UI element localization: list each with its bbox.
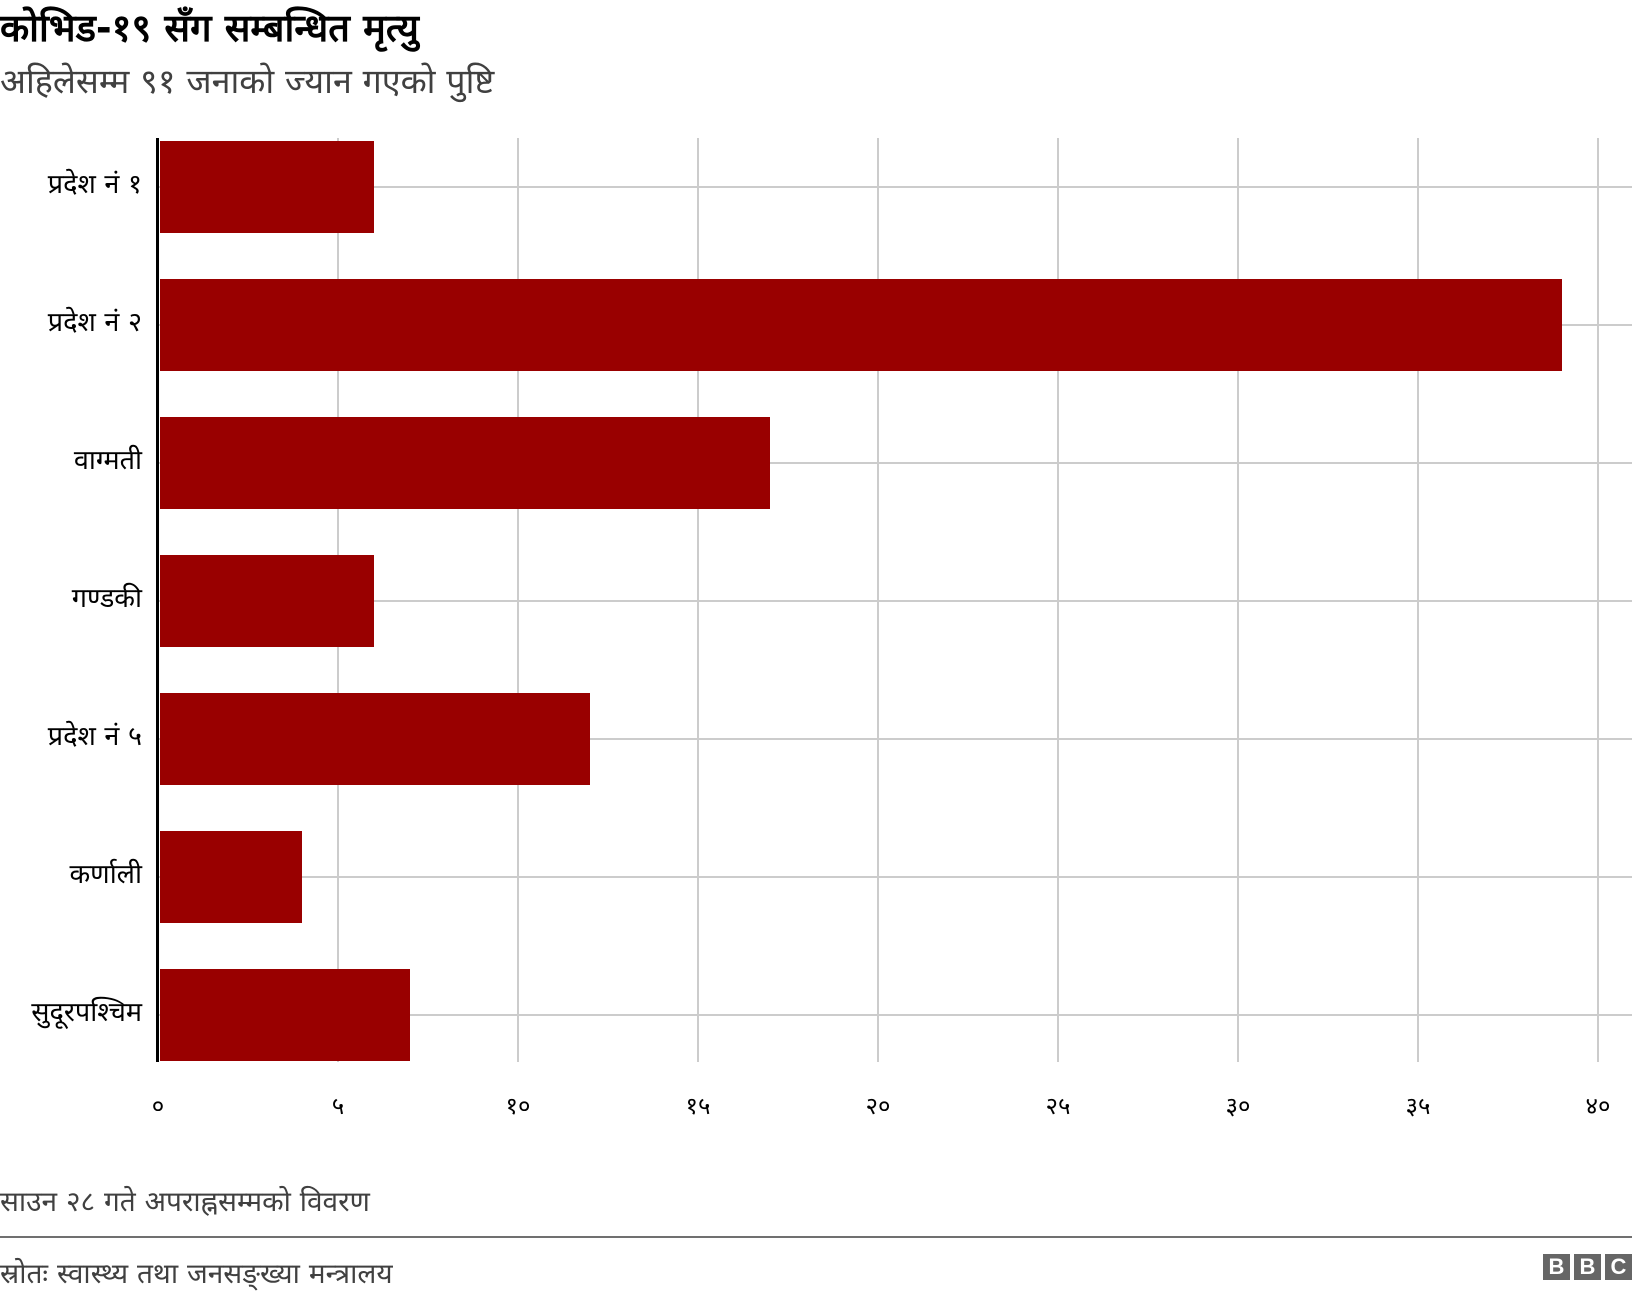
x-tick-label: ३५ — [1405, 1092, 1431, 1120]
logo-letter: B — [1543, 1254, 1570, 1280]
y-gridline — [158, 462, 1632, 464]
y-gridline — [158, 876, 1632, 878]
chart-subtitle: अहिलेसम्म ९१ जनाको ज्यान गएको पुष्टि — [0, 62, 495, 102]
y-axis-line — [156, 138, 159, 1062]
bar — [160, 555, 374, 647]
logo-letter: B — [1574, 1254, 1601, 1280]
x-tick-label: ० — [151, 1092, 165, 1120]
bar — [160, 969, 410, 1061]
y-gridline — [158, 600, 1632, 602]
chart-note: साउन २८ गते अपराह्नसम्मको विवरण — [0, 1185, 370, 1218]
logo-letter: C — [1605, 1254, 1632, 1280]
bar — [160, 141, 374, 233]
bar-chart: ० ५ १० १५ २० २५ ३० ३५ ४० प्रदेश नं १ प्रदेश नं २ वा… — [31, 138, 1632, 1120]
x-tick-label: २० — [865, 1092, 891, 1120]
chart-source: स्रोतः स्वास्थ्य तथा जनसङ्ख्या मन्त्रालय — [0, 1257, 393, 1290]
y-axis-label: प्रदेश नं ५ — [47, 721, 142, 752]
x-tick-label: ४० — [1585, 1092, 1611, 1120]
y-axis-label: वाग्मती — [73, 445, 142, 476]
bar — [160, 831, 302, 923]
bbc-logo: B B C — [1543, 1254, 1632, 1280]
y-axis-label: प्रदेश नं २ — [47, 307, 142, 338]
bar — [160, 279, 1562, 371]
footer-divider — [0, 1236, 1632, 1238]
x-tick-label: २५ — [1045, 1092, 1071, 1120]
y-gridline — [158, 186, 1632, 188]
y-axis-label: सुदूरपश्चिम — [31, 997, 142, 1028]
x-tick-label: १५ — [685, 1092, 711, 1120]
y-axis-label: प्रदेश नं १ — [47, 169, 142, 200]
chart-title: कोभिड-१९ सँग सम्बन्धित मृत्यु — [0, 6, 419, 50]
y-axis-label: गण्डकी — [71, 583, 142, 614]
bar — [160, 417, 770, 509]
y-axis-label: कर्णाली — [69, 859, 142, 890]
x-tick-label: ३० — [1225, 1092, 1251, 1120]
y-gridline — [158, 1014, 1632, 1016]
x-tick-label: १० — [505, 1092, 531, 1120]
x-tick-label: ५ — [331, 1092, 345, 1120]
bar — [160, 693, 590, 785]
y-gridline — [158, 738, 1632, 740]
